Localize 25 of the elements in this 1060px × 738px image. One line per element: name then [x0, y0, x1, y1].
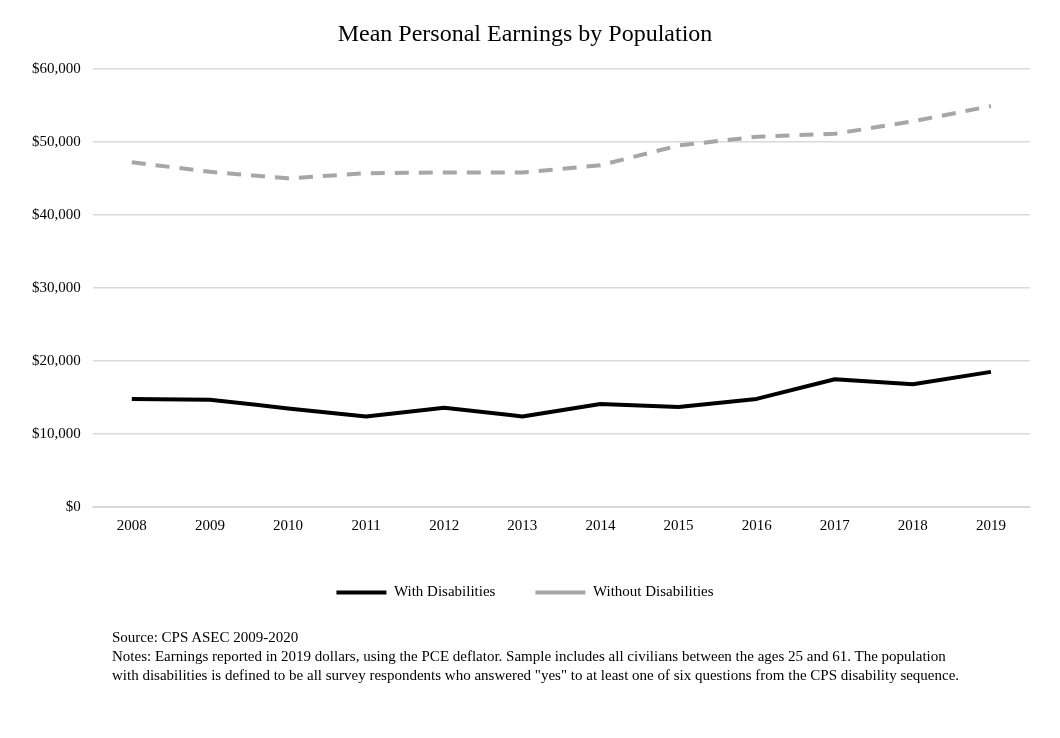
x-tick-label: 2011 — [351, 516, 381, 533]
x-tick-label: 2018 — [897, 516, 928, 533]
x-tick-label: 2008 — [116, 516, 147, 533]
x-tick-label: 2016 — [741, 516, 773, 533]
x-tick-label: 2013 — [507, 516, 538, 533]
legend-label: With Disabilities — [393, 583, 496, 600]
line-series — [129, 104, 993, 181]
text: Notes: Earnings reported in 2019 dollars, using the PCE deflator. Sample includes all civilians between the ages 25 and 61. The population with disabilities is defined to be all survey respondents who answered "yes" to at least one of six questions from the CPS disability sequence. — [112, 647, 961, 685]
x-tick-label: 2019 — [975, 516, 1006, 533]
y-tick-label: $60,000 — [32, 59, 81, 76]
y-tick-label: $10,000 — [32, 424, 81, 441]
x-tick-label: 2014 — [585, 516, 616, 533]
x-tick-label: 2010 — [273, 516, 304, 533]
chart-title: Mean Personal Earnings by Population — [337, 19, 713, 46]
x-tick-label: 2012 — [429, 516, 460, 533]
legend-label: Without Disabilities — [592, 583, 714, 600]
y-tick-label: $40,000 — [32, 205, 81, 222]
y-tick-label: $0 — [65, 497, 81, 514]
y-tick-label: $50,000 — [32, 132, 81, 149]
x-tick-label: 2009 — [194, 516, 225, 533]
y-tick-label: $20,000 — [32, 351, 81, 368]
source-note: Source: CPS ASEC 2009-2020 — [112, 628, 300, 647]
x-tick-label: 2015 — [663, 516, 694, 533]
y-tick-label: $30,000 — [32, 278, 81, 295]
x-tick-label: 2017 — [819, 516, 851, 533]
